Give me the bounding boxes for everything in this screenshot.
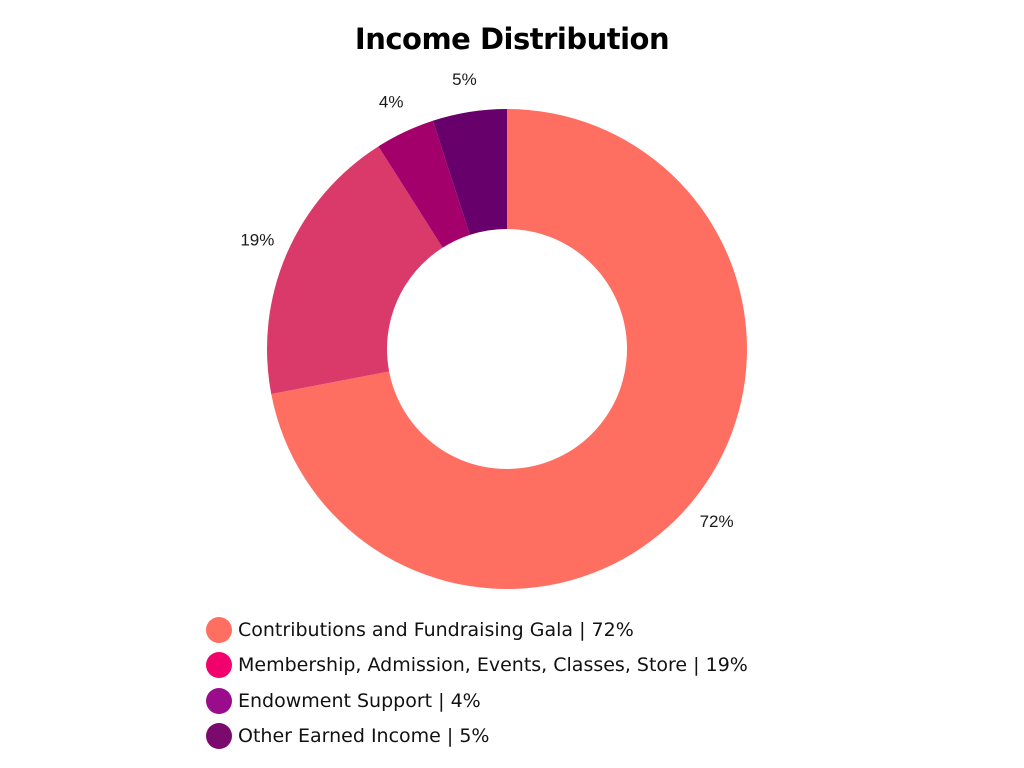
legend-item-endowment: Endowment Support | 4% <box>206 683 966 719</box>
slice-other-earned-income <box>432 109 507 235</box>
legend: Contributions and Fundraising Gala | 72%… <box>206 612 966 754</box>
legend-swatch-endowment <box>206 687 232 714</box>
legend-item-contributions: Contributions and Fundraising Gala | 72% <box>206 612 966 648</box>
slice-membership-admission-events-classes-store <box>267 146 443 394</box>
legend-swatch-other-earned <box>206 723 232 750</box>
legend-swatch-contributions <box>206 616 232 643</box>
slice-label-membership-admission-events-classes-store: 19% <box>240 230 274 249</box>
legend-swatch-membership <box>206 652 232 679</box>
slice-label-endowment-support: 4% <box>379 92 404 111</box>
slice-label-other-earned-income: 5% <box>452 70 477 89</box>
slice-label-contributions-and-fundraising-gala: 72% <box>700 512 734 531</box>
chart-title: Income Distribution <box>354 22 670 56</box>
legend-item-membership: Membership, Admission, Events, Classes, … <box>206 648 966 684</box>
slice-labels-group: 72% 19% 4% 5% <box>240 70 733 531</box>
legend-label-membership: Membership, Admission, Events, Classes, … <box>238 654 748 677</box>
legend-label-other-earned: Other Earned Income | 5% <box>238 725 490 748</box>
slice-endowment-support <box>378 120 470 248</box>
slice-contributions-and-fundraising-gala <box>271 109 747 589</box>
slices-group <box>267 109 747 589</box>
legend-label-contributions: Contributions and Fundraising Gala | 72% <box>238 618 634 641</box>
legend-item-other-earned: Other Earned Income | 5% <box>206 719 966 755</box>
legend-label-endowment: Endowment Support | 4% <box>238 689 481 712</box>
